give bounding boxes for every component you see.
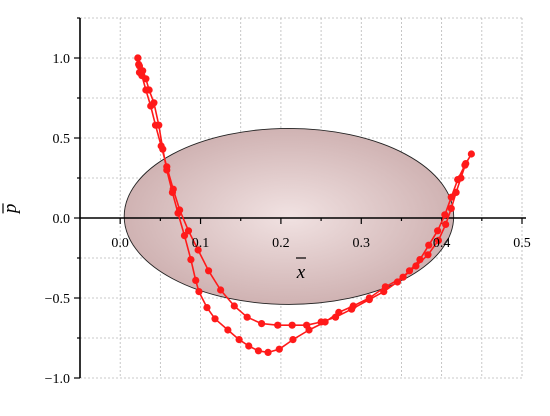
- data-point: [467, 150, 475, 158]
- data-point: [195, 288, 203, 296]
- data-point: [461, 161, 469, 169]
- axes: [74, 17, 526, 379]
- data-point: [275, 345, 283, 353]
- x-tick-label: 0.4: [433, 236, 451, 251]
- data-point: [157, 142, 165, 150]
- data-point: [258, 320, 266, 328]
- y-tick-label: 1.0: [53, 52, 71, 67]
- data-point: [274, 321, 282, 329]
- data-point: [138, 72, 146, 80]
- data-point: [442, 220, 450, 228]
- data-point: [441, 211, 449, 219]
- y-tick-label: −1.0: [45, 372, 70, 387]
- data-point: [163, 163, 171, 171]
- data-point: [204, 267, 213, 275]
- data-point: [245, 342, 253, 350]
- data-point: [176, 206, 184, 214]
- data-point: [452, 188, 460, 196]
- data-point: [169, 185, 177, 193]
- data-point: [289, 336, 297, 344]
- tick-labels: −1.0 −0.5 0.0 0.5 1.0 0.0 0.1 0.2 0.3 0.4 0.5: [45, 52, 531, 387]
- data-point: [425, 241, 433, 249]
- data-point: [187, 256, 195, 264]
- y-tick-label: −0.5: [45, 292, 70, 307]
- data-point: [393, 278, 402, 286]
- data-point: [135, 62, 144, 70]
- x-tick-label: 0.1: [192, 236, 210, 251]
- data-point: [243, 313, 251, 321]
- data-point: [254, 347, 263, 355]
- data-point: [264, 348, 272, 356]
- data-point: [317, 318, 325, 326]
- data-point: [399, 273, 407, 281]
- x-tick-label: 0.3: [353, 236, 371, 251]
- data-point: [412, 262, 420, 270]
- x-tick-label: 0.5: [513, 236, 531, 251]
- data-point: [194, 246, 202, 254]
- data-point: [184, 227, 193, 235]
- data-point: [348, 305, 356, 313]
- data-point: [303, 321, 311, 329]
- data-point: [365, 296, 373, 304]
- data-point: [147, 102, 155, 110]
- data-point: [416, 256, 424, 264]
- data-point: [454, 176, 462, 184]
- y-tick-label: 0.0: [53, 212, 71, 227]
- data-point: [405, 267, 414, 275]
- data-point: [434, 227, 442, 235]
- data-point: [134, 54, 142, 62]
- x-tick-label: 0.2: [272, 236, 290, 251]
- data-point: [192, 276, 200, 284]
- data-point: [288, 321, 296, 329]
- x-axis-title: x: [296, 262, 306, 283]
- data-point: [380, 288, 388, 296]
- data-point: [447, 204, 455, 212]
- data-point: [447, 193, 455, 201]
- data-point: [217, 286, 225, 294]
- ellipse-shape: [123, 127, 455, 305]
- ellipse-region: [123, 127, 455, 305]
- data-point: [331, 313, 340, 321]
- data-point: [230, 302, 238, 310]
- data-point: [235, 336, 243, 344]
- x-tick-label: 0.0: [111, 236, 129, 251]
- data-point: [211, 315, 219, 323]
- y-tick-label: 0.5: [53, 132, 71, 147]
- data-series: [134, 54, 475, 356]
- data-point: [142, 86, 150, 94]
- data-point: [434, 236, 443, 244]
- y-axis-title: p: [0, 204, 21, 216]
- data-point: [224, 326, 232, 334]
- data-point: [424, 251, 432, 259]
- data-point: [203, 304, 211, 312]
- data-point: [180, 232, 189, 240]
- data-point: [151, 121, 160, 129]
